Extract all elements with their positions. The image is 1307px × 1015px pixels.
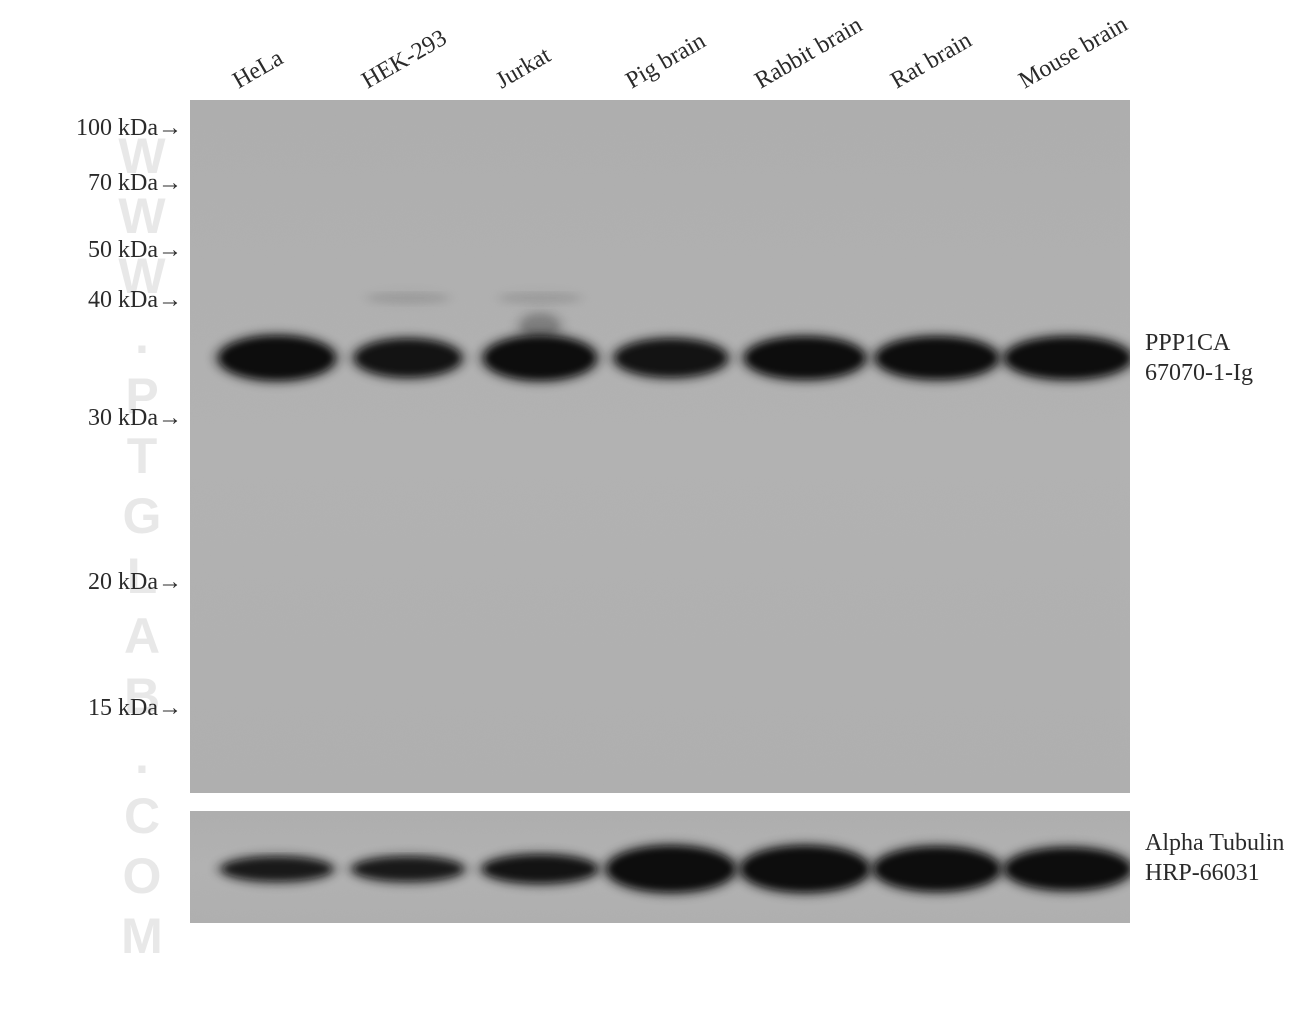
lane-label: HeLa [229,45,289,95]
target-antibody-label: PPP1CA 67070-1-Ig [1145,328,1253,388]
loading-antibody-label: Alpha Tubulin HRP-66031 [1145,828,1284,888]
mw-label: 100 kDa→ [76,115,182,142]
lane-label: Rabbit brain [751,12,868,95]
mw-label: 40 kDa→ [88,287,182,314]
lane-label: Pig brain [622,28,711,95]
lane-label: HEK-293 [358,25,452,95]
lane-label: Rat brain [887,27,977,95]
mw-label: 50 kDa→ [88,237,182,264]
western-blot-figure: WWW.PTGLAB.COM HeLa HEK-293 Jurkat Pig b… [0,0,1307,1015]
mw-label: 15 kDa→ [88,695,182,722]
main-blot-svg [190,100,1130,793]
loading-control-membrane [190,811,1130,923]
main-blot-membrane [190,100,1130,793]
target-name: PPP1CA [1145,328,1253,358]
lane-labels-row: HeLa HEK-293 Jurkat Pig brain Rabbit bra… [190,0,1130,95]
loading-blot-svg [190,811,1130,923]
mw-label: 20 kDa→ [88,569,182,596]
mw-label: 30 kDa→ [88,405,182,432]
loading-catalog-no: HRP-66031 [1145,858,1284,888]
lane-label: Mouse brain [1015,11,1133,95]
lane-label: Jurkat [492,42,556,95]
target-catalog-no: 67070-1-Ig [1145,358,1253,388]
mw-label: 70 kDa→ [88,170,182,197]
loading-name: Alpha Tubulin [1145,828,1284,858]
